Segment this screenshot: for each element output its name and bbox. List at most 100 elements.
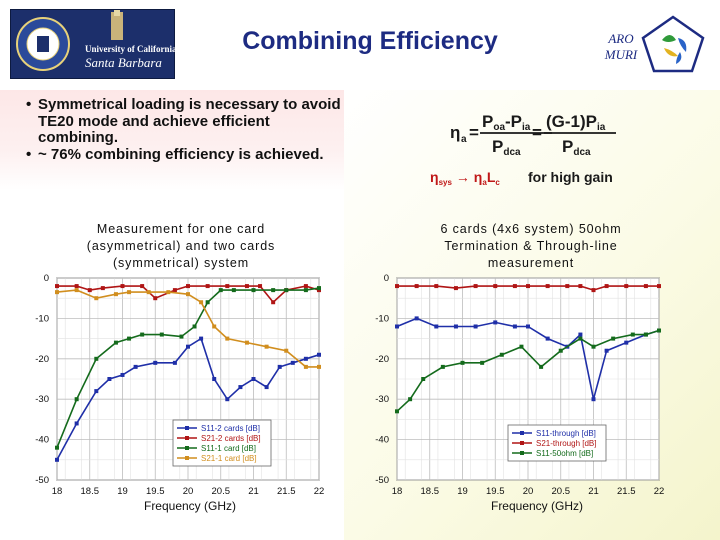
series-point — [604, 348, 609, 353]
series-point — [545, 284, 550, 289]
series-point — [113, 292, 118, 297]
series-point — [179, 334, 184, 339]
series-point — [94, 356, 99, 361]
series-point — [460, 360, 465, 365]
y-tick-label: -10 — [35, 313, 49, 324]
series-point — [643, 332, 648, 337]
series-point — [74, 284, 79, 289]
y-tick-label: -40 — [35, 435, 49, 446]
series-point — [205, 284, 210, 289]
y-tick-label: -50 — [375, 475, 389, 486]
logo-university-text: University of California — [85, 44, 177, 54]
series-point — [205, 300, 210, 305]
series-point — [218, 288, 223, 293]
legend-marker — [185, 436, 189, 440]
aro-text: ARO — [608, 31, 634, 46]
x-tick-label: 20 — [183, 486, 194, 497]
series-point — [591, 288, 596, 293]
series-point — [526, 284, 530, 289]
muri-text: MURI — [604, 47, 638, 62]
series-point — [146, 290, 151, 295]
eq-equals-2: = — [532, 123, 542, 142]
x-tick-label: 19.5 — [146, 486, 165, 497]
series-point — [225, 397, 230, 402]
series-point — [120, 284, 125, 289]
series-point — [284, 348, 289, 353]
series-point — [244, 284, 249, 289]
series-line — [396, 317, 660, 400]
series-point — [453, 286, 458, 291]
y-tick-label: 0 — [384, 273, 389, 284]
series-point — [290, 360, 295, 365]
series-point — [264, 385, 269, 390]
x-tick-label: 21 — [248, 486, 259, 497]
series-point — [395, 409, 399, 414]
series-point — [94, 389, 99, 394]
y-tick-label: -20 — [375, 354, 389, 365]
ucsb-logo: University of California Santa Barbara — [10, 9, 177, 79]
series-point — [440, 364, 445, 369]
series-point — [578, 284, 583, 289]
series-point — [545, 336, 550, 341]
series-point — [271, 288, 276, 293]
x-tick-label: 20.5 — [212, 486, 231, 497]
series-point — [100, 286, 105, 291]
x-tick-label: 19 — [117, 486, 128, 497]
series-point — [395, 324, 399, 329]
series-point — [87, 288, 92, 293]
x-tick-label: 19.5 — [486, 486, 505, 497]
series-line — [56, 289, 319, 368]
series-point — [578, 332, 583, 337]
series-point — [611, 336, 616, 341]
series-point — [113, 340, 118, 345]
series-point — [74, 421, 79, 426]
series-point — [591, 397, 596, 402]
legend-entry: S21-1 card [dB] — [201, 454, 257, 463]
series-point — [630, 332, 635, 337]
logo-campus-text: Santa Barbara — [85, 55, 162, 70]
legend-marker — [185, 446, 189, 450]
series-point — [127, 336, 132, 341]
series-point — [186, 344, 190, 349]
series-point — [172, 360, 177, 365]
series-point — [172, 288, 177, 293]
series-point — [74, 397, 79, 402]
series-point — [140, 284, 145, 289]
series-point — [519, 344, 524, 349]
series-point — [578, 336, 583, 341]
series-point — [604, 284, 609, 289]
series-point — [284, 288, 289, 293]
series-point — [624, 284, 629, 289]
series-point — [192, 324, 197, 329]
series-point — [153, 360, 158, 365]
legend-marker — [520, 451, 524, 455]
legend-entry: S11-through [dB] — [536, 429, 596, 438]
x-tick-label: 20 — [523, 486, 534, 497]
series-point — [493, 284, 498, 289]
series-point — [212, 324, 217, 329]
series-point — [499, 352, 504, 357]
series-point — [434, 324, 439, 329]
eq-equals-1: = — [469, 123, 479, 142]
series-point — [493, 320, 498, 325]
series-point — [55, 290, 59, 295]
series-point — [317, 286, 321, 291]
series-point — [244, 340, 249, 345]
series-point — [186, 292, 190, 297]
series-point — [317, 352, 321, 357]
series-point — [303, 356, 308, 361]
series-point — [225, 284, 230, 289]
series-point — [473, 324, 478, 329]
eq-num1: Poa-Pia — [482, 112, 531, 133]
chart-legend: S11-through [dB]S21-through [dB]S11-50oh… — [507, 424, 607, 462]
series-point — [526, 324, 530, 329]
left-x-axis-label: Frequency (GHz) — [143, 499, 237, 513]
series-point — [317, 288, 321, 293]
legend-entry: S11-2 cards [dB] — [201, 424, 260, 433]
series-point — [512, 324, 517, 329]
series-point — [55, 457, 59, 462]
eq-eta-sub: a — [461, 134, 467, 145]
left-s-parameter-chart: 18 18.5 19 19.5 20 20.5 21 21.5 22 0 -10 -20 -30 -40 -… — [35, 273, 324, 497]
eq-den1: Pdca — [492, 137, 521, 158]
left-chart-caption: Measurement for one card (asymmetrical) … — [86, 222, 276, 270]
